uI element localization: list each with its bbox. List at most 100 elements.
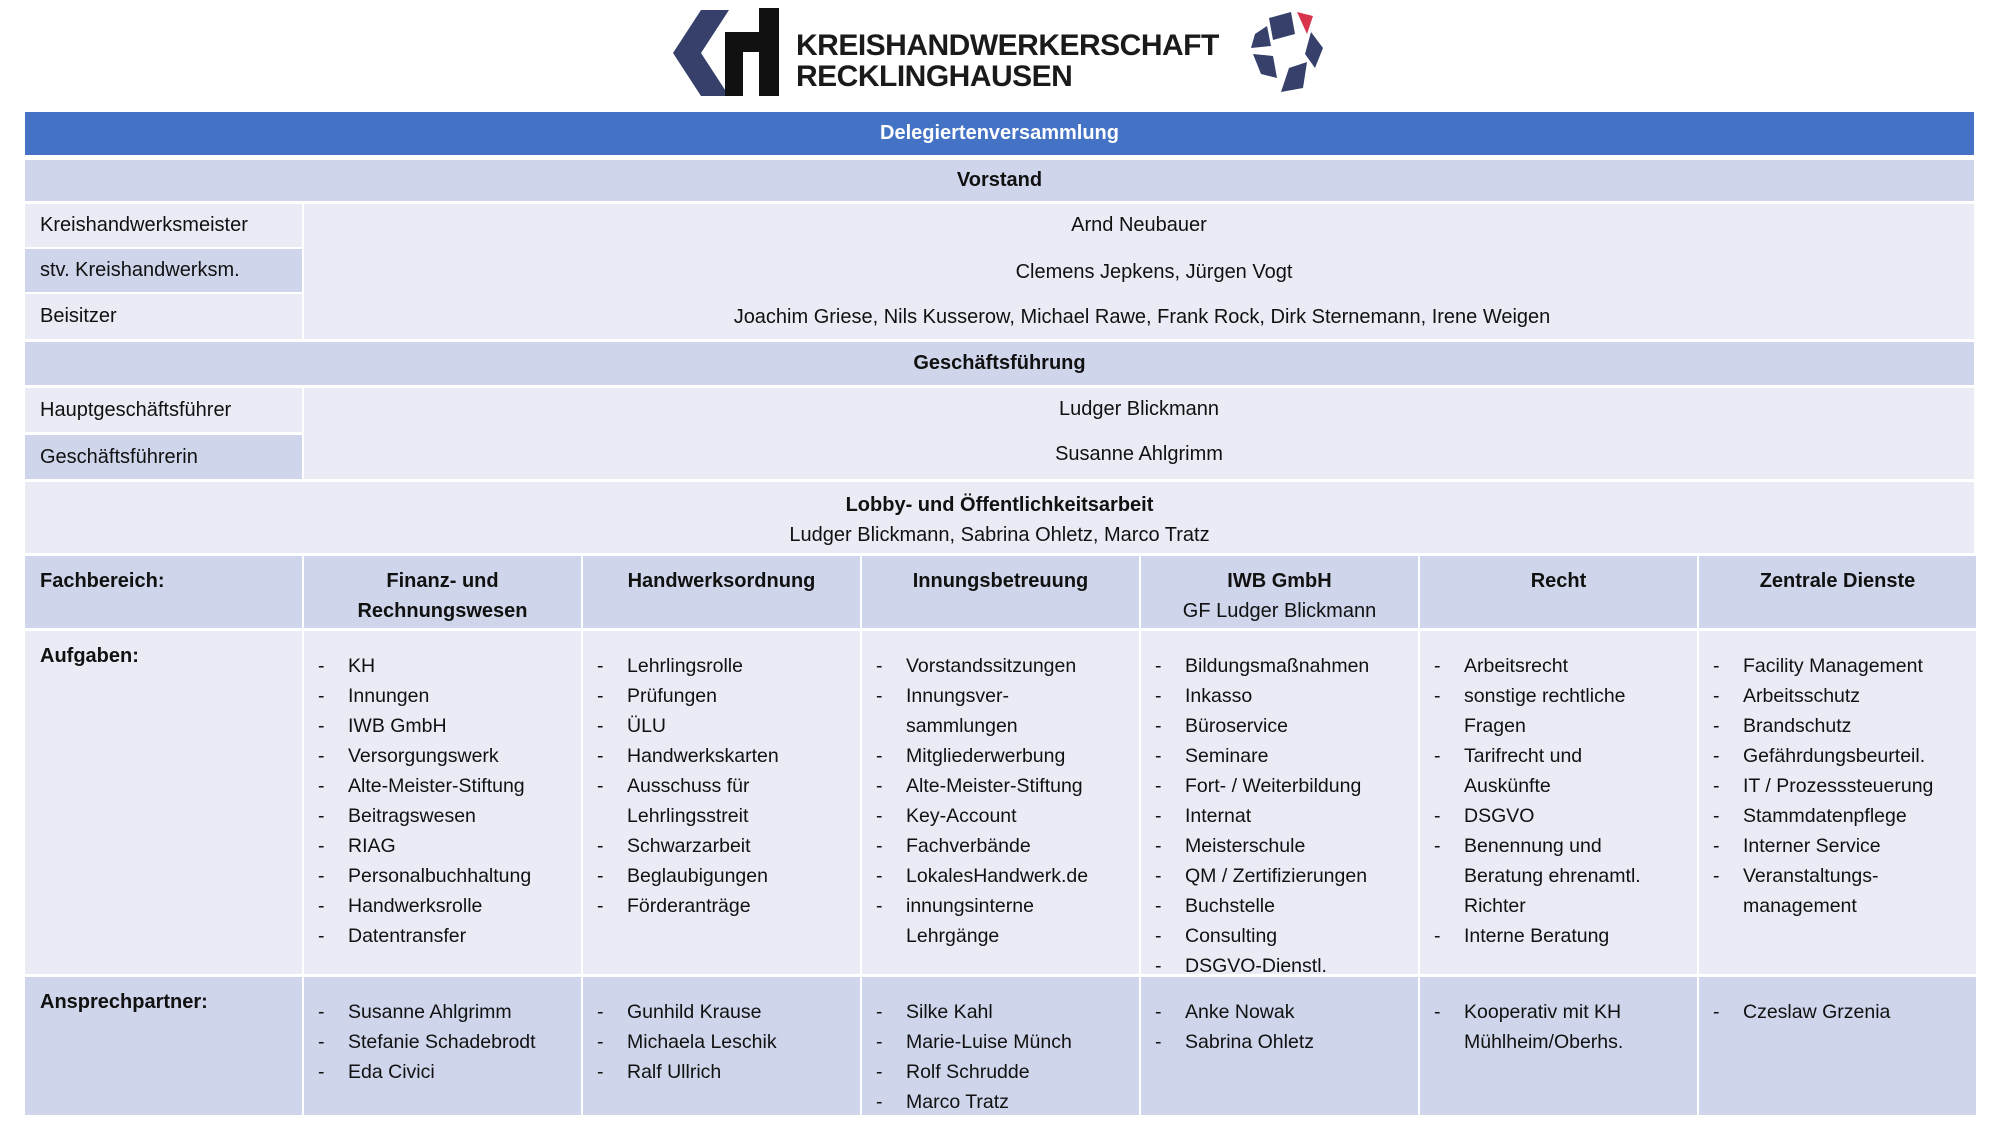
aufgabe-item: Seminare — [1155, 741, 1418, 771]
aufgaben-cell: VorstandssitzungenInnungsver-sammlungen M… — [862, 631, 1139, 974]
vorstand-value: Arnd Neubauer — [1071, 214, 1207, 236]
aufgabe-item: IWB GmbH — [318, 711, 581, 741]
gf-value: Susanne Ahlgrimm — [1055, 443, 1223, 465]
vorstand-label: stv. Kreishandwerksm. — [25, 249, 302, 292]
aufgabe-item: Interner Service — [1713, 831, 1976, 861]
ansprechpartner-list: Silke KahlMarie-Luise MünchRolf Schrudde… — [862, 977, 1139, 1117]
aufgabe-list: BildungsmaßnahmenInkassoBüroserviceSemin… — [1141, 631, 1418, 981]
fachbereich-title: Innungsbetreuung — [912, 570, 1089, 592]
delegiertenversammlung-header: Delegiertenversammlung — [25, 112, 1974, 155]
ansprechpartner-cell: Anke NowakSabrina Ohletz — [1141, 977, 1418, 1115]
aufgabe-item: Meisterschule — [1155, 831, 1418, 861]
ansprechpartner-item: Stefanie Schadebrodt — [318, 1027, 581, 1057]
gf-label: Geschäftsführerin — [25, 435, 302, 479]
aufgabe-item: Schwarzarbeit — [597, 831, 860, 861]
aufgabe-item: Handwerkskarten — [597, 741, 860, 771]
ansprechpartner-item: Ralf Ullrich — [597, 1057, 860, 1087]
aufgabe-item: Brandschutz — [1713, 711, 1976, 741]
aufgabe-item: sonstige rechtliche — [1434, 681, 1697, 711]
fachbereich-title: IWB GmbH — [1227, 570, 1332, 592]
vorstand-value: Clemens Jepkens, Jürgen Vogt — [1015, 261, 1293, 283]
ansprechpartner-cell: Gunhild KrauseMichaela LeschikRalf Ullri… — [583, 977, 860, 1115]
ansprechpartner-item: Susanne Ahlgrimm — [318, 997, 581, 1027]
ansprechpartner-cell: Susanne AhlgrimmStefanie SchadebrodtEda … — [304, 977, 581, 1115]
aufgabe-item: sammlungen — [906, 715, 1018, 737]
aufgabe-item: Buchstelle — [1155, 891, 1418, 921]
aufgabe-item: Key-Account — [876, 801, 1139, 831]
aufgabe-list: KHInnungenIWB GmbHVersorgungswerkAlte-Me… — [304, 631, 581, 951]
gf-value: Ludger Blickmann — [1058, 398, 1220, 420]
aufgabe-item: Alte-Meister-Stiftung — [876, 771, 1139, 801]
fachbereich-header: IWB GmbH GF Ludger Blickmann — [1141, 556, 1418, 628]
aufgabe-item: Richter — [1464, 895, 1526, 917]
aufgabe-item: DSGVO-Dienstl. — [1155, 951, 1418, 981]
fachbereich-title: Recht — [1530, 570, 1587, 592]
aufgabe-item: RIAG — [318, 831, 581, 861]
ansprechpartner-item: Sabrina Ohletz — [1155, 1027, 1418, 1057]
aufgabe-item: Handwerksrolle — [318, 891, 581, 921]
aufgabe-item: Alte-Meister-Stiftung — [318, 771, 581, 801]
logo-line-1: KREISHANDWERKERSCHAFT — [796, 29, 1219, 62]
aufgabe-item: management — [1743, 895, 1857, 917]
aufgaben-cell: BildungsmaßnahmenInkassoBüroserviceSemin… — [1141, 631, 1418, 981]
aufgabe-item: LokalesHandwerk.de — [876, 861, 1139, 891]
aufgabe-item: Innungen — [318, 681, 581, 711]
fachbereich-label: Fachbereich: — [25, 556, 302, 628]
aufgabe-list: LehrlingsrollePrüfungenÜLUHandwerkskarte… — [583, 631, 860, 921]
vorstand-header: Vorstand — [25, 160, 1974, 201]
ansprechpartner-item: Anke Nowak — [1155, 997, 1418, 1027]
aufgabe-item: Versorgungswerk — [318, 741, 581, 771]
aufgabe-item: Internat — [1155, 801, 1418, 831]
aufgabe-item: Büroservice — [1155, 711, 1418, 741]
aufgaben-cell: LehrlingsrollePrüfungenÜLUHandwerkskarte… — [583, 631, 860, 974]
aufgabe-item: IT / Prozesssteuerung — [1713, 771, 1976, 801]
aufgabe-item: QM / Zertifizierungen — [1155, 861, 1418, 891]
aufgaben-label: Aufgaben: — [25, 631, 302, 974]
aufgabe-item: DSGVO — [1434, 801, 1697, 831]
lobby-section: Lobby- und Öffentlichkeitsarbeit Ludger … — [25, 482, 1974, 553]
aufgabe-item: Veranstaltungs- — [1713, 861, 1976, 891]
aufgaben-cell: Arbeitsrechtsonstige rechtliche Fragen Tar… — [1420, 631, 1697, 974]
ansprechpartner-cell: Czeslaw Grzenia — [1699, 977, 1976, 1115]
ansprechpartner-item: Kooperativ mit KH — [1434, 997, 1697, 1027]
aufgabe-item: Auskünfte — [1464, 775, 1551, 797]
aufgabe-item: Personalbuchhaltung — [318, 861, 581, 891]
aufgabe-item: Beglaubigungen — [597, 861, 860, 891]
aufgabe-item: ÜLU — [597, 711, 860, 741]
ansprechpartner-item: Mühlheim/Oberhs. — [1464, 1031, 1624, 1053]
aufgabe-item: Arbeitsrecht — [1434, 651, 1697, 681]
fachbereich-header: Finanz- und Rechnungswesen — [304, 556, 581, 628]
aufgabe-item: Fort- / Weiterbildung — [1155, 771, 1418, 801]
aufgabe-list: VorstandssitzungenInnungsver-sammlungen M… — [862, 631, 1139, 951]
fachbereich-header: Innungsbetreuung — [862, 556, 1139, 628]
fachbereich-header: Handwerksordnung — [583, 556, 860, 628]
aufgabe-item: Beitragswesen — [318, 801, 581, 831]
aufgabe-item: Inkasso — [1155, 681, 1418, 711]
vorstand-label: Beisitzer — [25, 294, 302, 339]
vorstand-values: Arnd Neubauer Clemens Jepkens, Jürgen Vo… — [304, 204, 1974, 339]
ansprechpartner-item: Gunhild Krause — [597, 997, 860, 1027]
aufgabe-item: Lehrgänge — [906, 925, 1000, 947]
aufgabe-item: Mitgliederwerbung — [876, 741, 1139, 771]
ansprechpartner-item: Eda Civici — [318, 1057, 581, 1087]
aufgabe-item: Tarifrecht und — [1434, 741, 1697, 771]
fachbereich-header: Zentrale Dienste — [1699, 556, 1976, 628]
aufgabe-item: Bildungsmaßnahmen — [1155, 651, 1418, 681]
ansprechpartner-item: Michaela Leschik — [597, 1027, 860, 1057]
logo-mark-icon — [673, 8, 1323, 96]
ansprechpartner-list: Anke NowakSabrina Ohletz — [1141, 977, 1418, 1057]
aufgaben-cell: Facility ManagementArbeitsschutzBrandsch… — [1699, 631, 1976, 974]
vorstand-value: Joachim Griese, Nils Kusserow, Michael R… — [733, 306, 1551, 328]
logo-text: KREISHANDWERKERSCHAFT RECKLINGHAUSEN — [796, 30, 1219, 92]
aufgabe-item: Lehrlingsstreit — [627, 805, 749, 827]
ansprechpartner-cell: Kooperativ mit KH Mühlheim/Oberhs. — [1420, 977, 1697, 1115]
ansprechpartner-item: Marie-Luise Münch — [876, 1027, 1139, 1057]
aufgabe-item: Fachverbände — [876, 831, 1139, 861]
ansprechpartner-list: Czeslaw Grzenia — [1699, 977, 1976, 1027]
gf-values: Ludger Blickmann Susanne Ahlgrimm — [304, 388, 1974, 479]
ansprechpartner-list: Susanne AhlgrimmStefanie SchadebrodtEda … — [304, 977, 581, 1087]
aufgabe-item: Innungsver- — [876, 681, 1139, 711]
aufgabe-item: Förderanträge — [597, 891, 860, 921]
aufgabe-item: Arbeitsschutz — [1713, 681, 1976, 711]
aufgabe-item: Datentransfer — [318, 921, 581, 951]
